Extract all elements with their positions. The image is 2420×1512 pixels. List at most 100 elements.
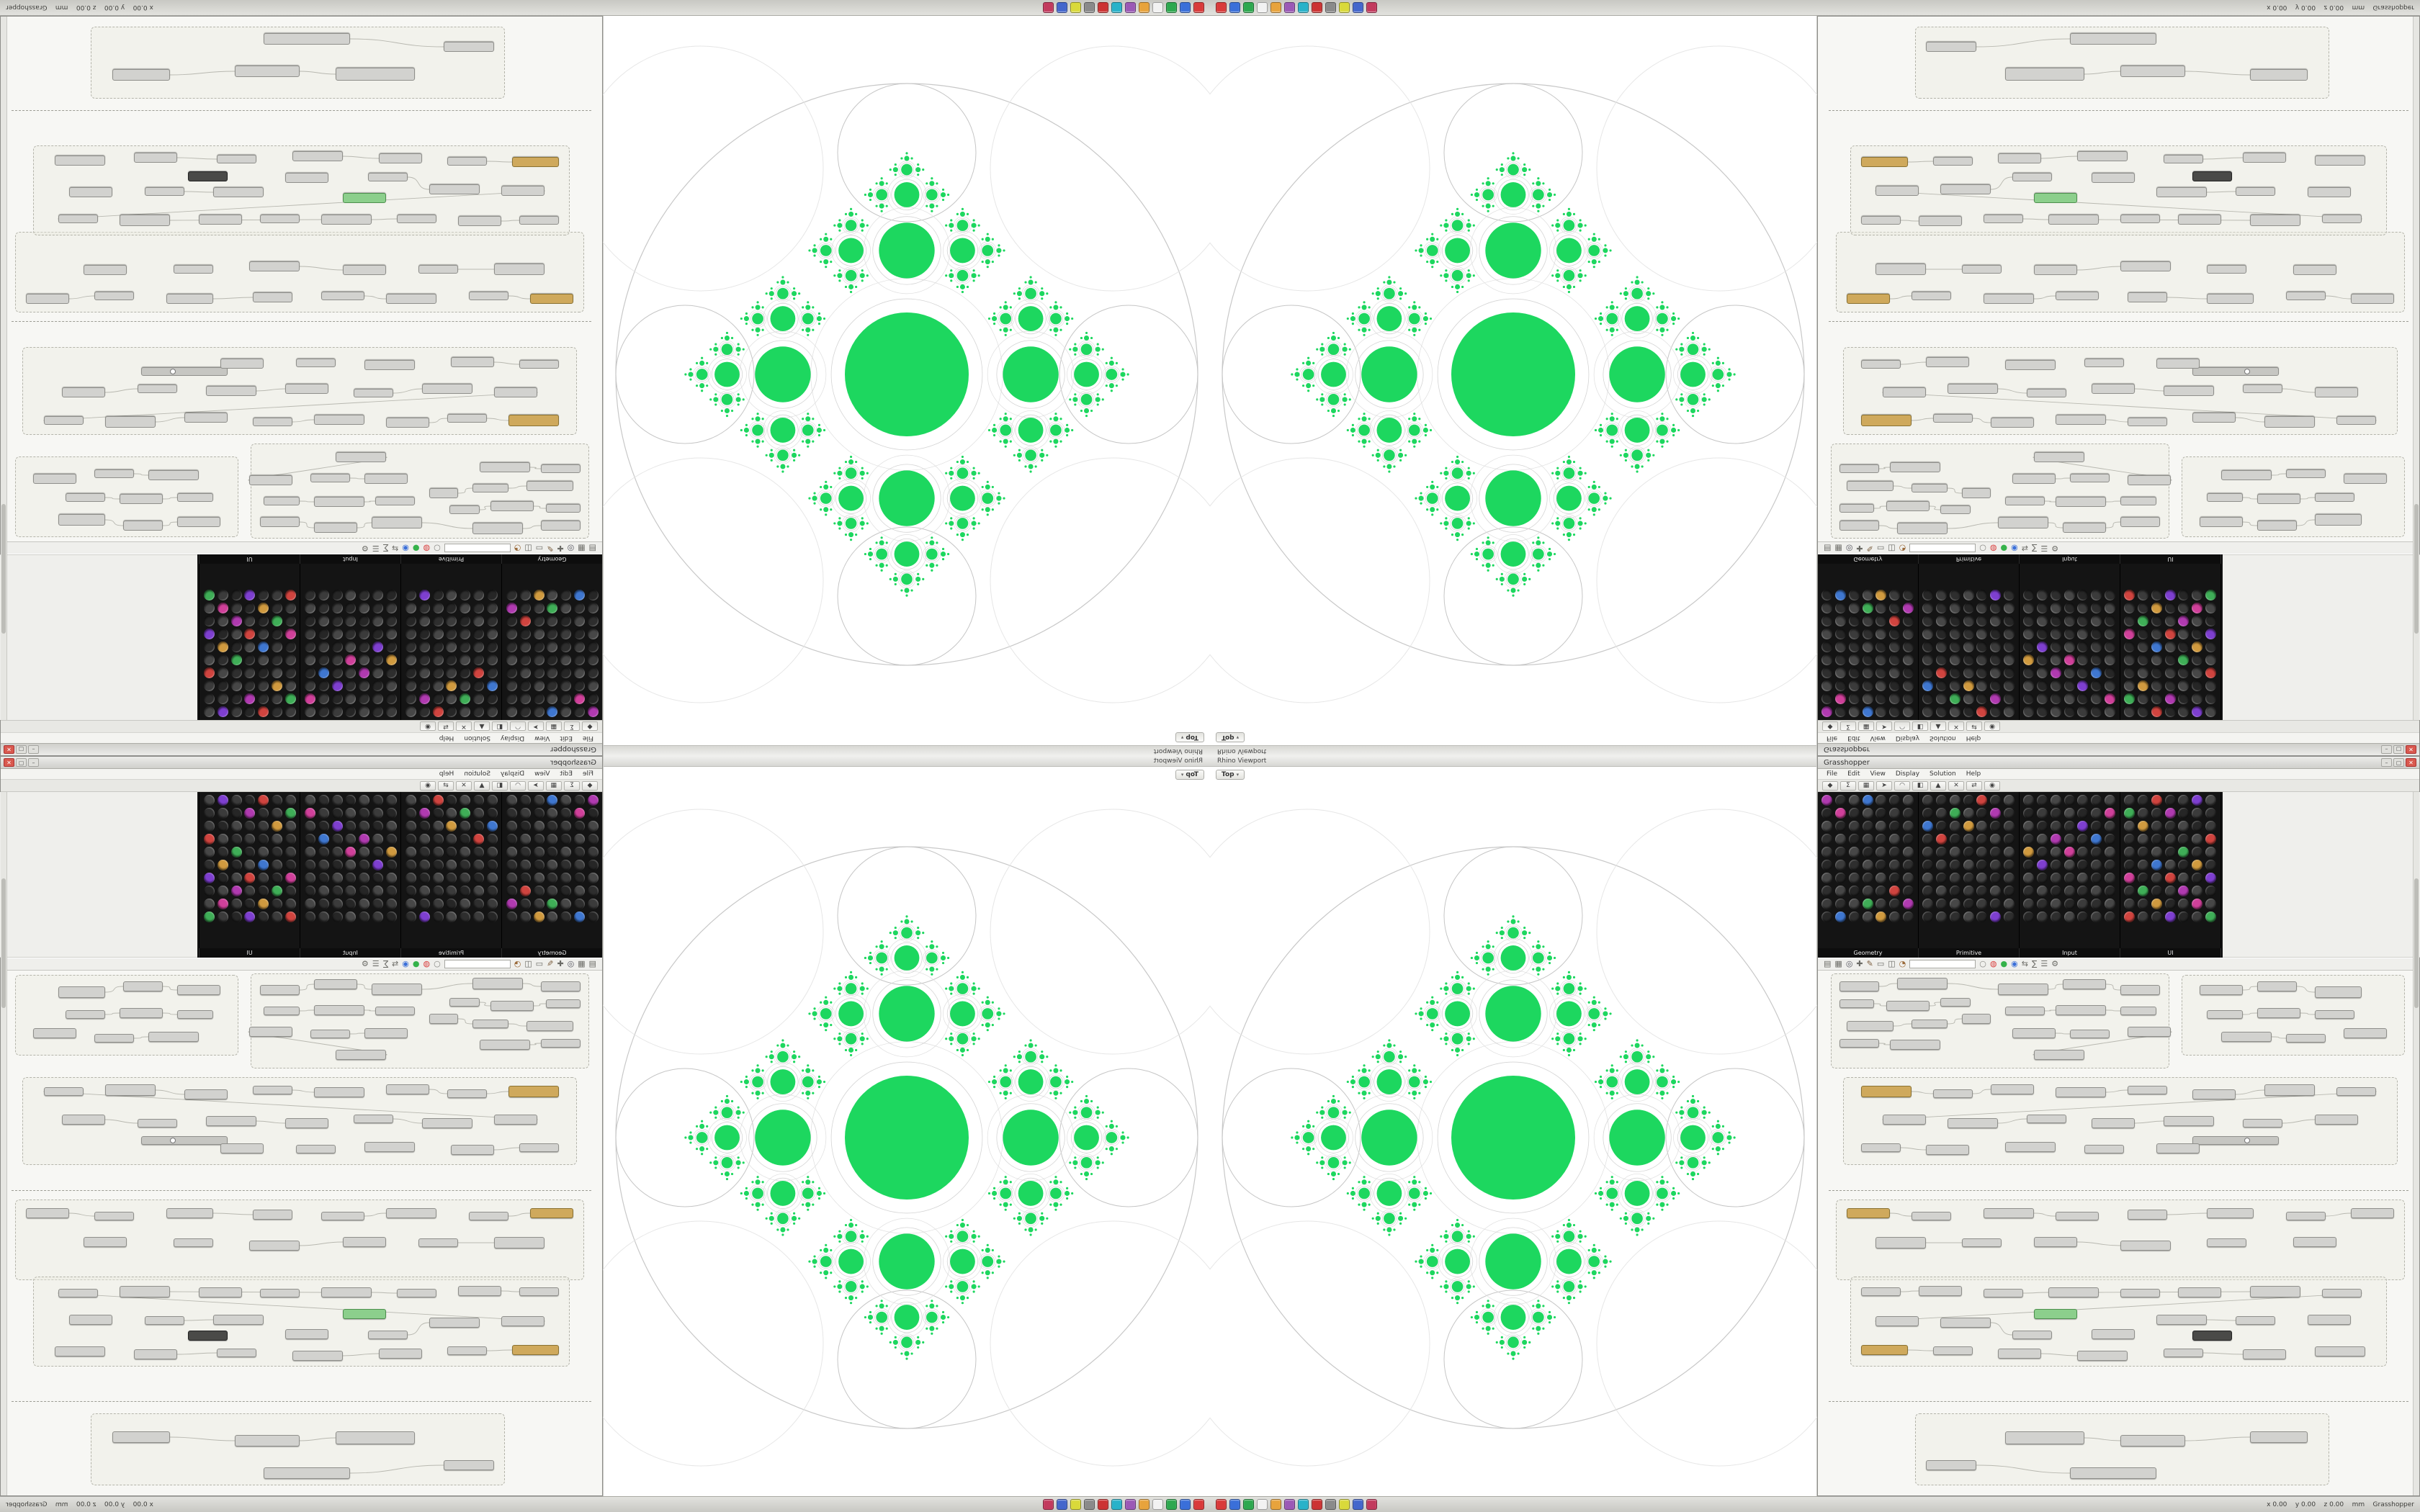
- component-icon[interactable]: [432, 821, 444, 832]
- component-icon[interactable]: [418, 654, 430, 665]
- taskbar-icon-3[interactable]: [1166, 2, 1177, 13]
- search-input[interactable]: [444, 960, 511, 968]
- component-icon[interactable]: [560, 886, 572, 896]
- gh-node[interactable]: [2315, 986, 2362, 998]
- gh-node[interactable]: [184, 413, 228, 423]
- category-label-ui[interactable]: UI: [2120, 554, 2221, 564]
- component-icon[interactable]: [519, 886, 531, 896]
- component-icon[interactable]: [2050, 616, 2061, 626]
- gh-node[interactable]: [429, 1318, 480, 1328]
- gh-node[interactable]: [141, 367, 228, 376]
- component-icon[interactable]: [432, 847, 444, 858]
- gh-node[interactable]: [1991, 1084, 2034, 1094]
- component-icon[interactable]: [2023, 629, 2034, 639]
- gh-node[interactable]: [1861, 1086, 1912, 1097]
- component-icon[interactable]: [1903, 808, 1914, 819]
- gh-node[interactable]: [447, 1089, 487, 1098]
- component-icon[interactable]: [203, 590, 215, 600]
- surface-tab[interactable]: ◧: [492, 780, 508, 791]
- gh-node[interactable]: [188, 171, 228, 181]
- component-icon[interactable]: [2023, 795, 2034, 806]
- component-icon[interactable]: [2105, 680, 2116, 691]
- settings-icon[interactable]: ⚙: [2051, 959, 2059, 968]
- component-icon[interactable]: [460, 873, 471, 883]
- open-icon[interactable]: ▦: [1834, 544, 1842, 553]
- gh-node[interactable]: [1998, 1349, 2041, 1359]
- component-icon[interactable]: [588, 873, 599, 883]
- component-icon[interactable]: [432, 873, 444, 883]
- gh-node[interactable]: [1919, 1286, 1962, 1296]
- gh-node[interactable]: [422, 1118, 472, 1128]
- component-icon[interactable]: [272, 834, 283, 845]
- taskbar-icon-11[interactable]: [1057, 1499, 1067, 1510]
- component-icon[interactable]: [244, 821, 256, 832]
- component-icon[interactable]: [217, 808, 228, 819]
- gh-node[interactable]: [2200, 985, 2243, 995]
- component-icon[interactable]: [547, 821, 558, 832]
- component-icon[interactable]: [2151, 795, 2162, 806]
- component-icon[interactable]: [258, 706, 269, 717]
- component-icon[interactable]: [1949, 821, 1960, 832]
- gh-node[interactable]: [2257, 1008, 2300, 1018]
- component-icon[interactable]: [432, 834, 444, 845]
- component-icon[interactable]: [2151, 616, 2162, 626]
- component-icon[interactable]: [2036, 912, 2048, 922]
- component-icon[interactable]: [1834, 795, 1846, 806]
- component-icon[interactable]: [1848, 860, 1860, 870]
- maximize-button[interactable]: ▢: [16, 758, 27, 767]
- component-icon[interactable]: [2192, 834, 2203, 845]
- component-icon[interactable]: [244, 603, 256, 613]
- component-icon[interactable]: [2063, 821, 2075, 832]
- component-icon[interactable]: [230, 860, 242, 870]
- component-icon[interactable]: [2023, 642, 2034, 652]
- component-icon[interactable]: [1922, 603, 1933, 613]
- cluster-icon[interactable]: ◫: [1888, 544, 1896, 553]
- component-icon[interactable]: [272, 616, 283, 626]
- menu-edit[interactable]: Edit: [1847, 734, 1860, 742]
- gh-node[interactable]: [26, 1208, 69, 1218]
- gh-node[interactable]: [213, 187, 264, 197]
- transform-tab[interactable]: ⇄: [438, 721, 454, 732]
- component-icon[interactable]: [460, 821, 471, 832]
- component-icon[interactable]: [1862, 667, 1873, 678]
- gh-node[interactable]: [343, 1237, 386, 1247]
- gh-node[interactable]: [1962, 488, 1991, 498]
- gh-node[interactable]: [1897, 523, 1948, 534]
- component-icon[interactable]: [2137, 693, 2148, 704]
- component-icon[interactable]: [272, 590, 283, 600]
- gh-node[interactable]: [469, 1212, 508, 1220]
- gh-node[interactable]: [429, 488, 458, 498]
- gh-node[interactable]: [2164, 386, 2214, 396]
- gh-node[interactable]: [449, 998, 480, 1007]
- component-icon[interactable]: [460, 886, 471, 896]
- component-icon[interactable]: [506, 706, 517, 717]
- gh-node[interactable]: [55, 156, 105, 166]
- component-icon[interactable]: [2023, 860, 2034, 870]
- component-icon[interactable]: [230, 693, 242, 704]
- component-icon[interactable]: [2205, 860, 2217, 870]
- settings-icon[interactable]: ⚙: [2051, 544, 2059, 553]
- component-icon[interactable]: [1922, 616, 1933, 626]
- component-icon[interactable]: [217, 693, 228, 704]
- maximize-button[interactable]: ▢: [2393, 758, 2404, 767]
- component-icon[interactable]: [1949, 693, 1960, 704]
- component-icon[interactable]: [1990, 693, 2002, 704]
- component-icon[interactable]: [1949, 912, 1960, 922]
- component-icon[interactable]: [574, 706, 586, 717]
- component-icon[interactable]: [446, 847, 457, 858]
- taskbar-icon-1[interactable]: [1193, 1499, 1204, 1510]
- search-input[interactable]: [1909, 544, 1976, 552]
- component-icon[interactable]: [2105, 603, 2116, 613]
- gh-node[interactable]: [2084, 1145, 2124, 1153]
- component-icon[interactable]: [2137, 860, 2148, 870]
- display-mode-icon[interactable]: ◉: [402, 959, 409, 968]
- component-icon[interactable]: [1990, 860, 2002, 870]
- gh-node[interactable]: [343, 1309, 386, 1319]
- component-icon[interactable]: [2077, 680, 2089, 691]
- gh-node[interactable]: [541, 981, 581, 991]
- component-icon[interactable]: [1963, 629, 1974, 639]
- component-icon[interactable]: [1963, 603, 1974, 613]
- group-icon[interactable]: ▭: [1876, 959, 1885, 968]
- component-icon[interactable]: [405, 693, 416, 704]
- gh-node[interactable]: [2344, 1028, 2387, 1038]
